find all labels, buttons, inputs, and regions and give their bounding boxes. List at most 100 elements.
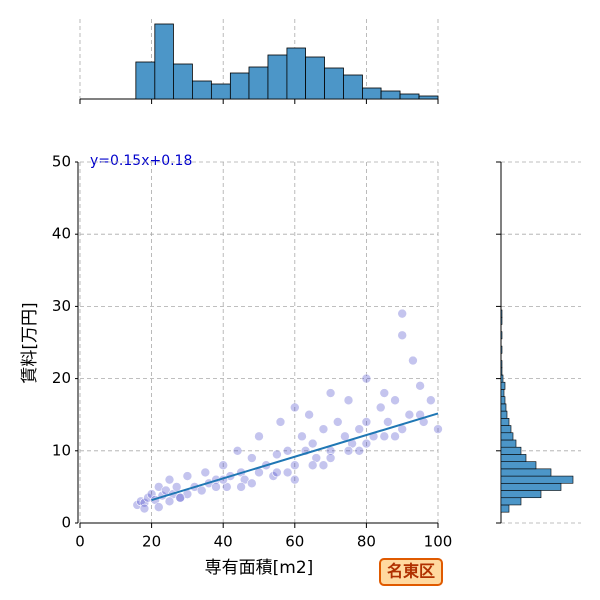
badge: 名東区 (387, 562, 435, 581)
point (236, 482, 246, 492)
bar (380, 90, 401, 100)
bar (135, 61, 156, 100)
point (146, 489, 157, 499)
annotation: y=0.15x+0.18 (90, 153, 192, 169)
point (139, 497, 150, 508)
point (282, 467, 293, 478)
bar (305, 56, 325, 100)
y-tick-label: 10 (52, 441, 71, 459)
point (218, 460, 228, 471)
bar (500, 316, 503, 325)
point (200, 467, 211, 478)
point (343, 445, 354, 456)
bar (500, 331, 503, 340)
x-tick-label: 0 (75, 533, 85, 551)
bar (154, 23, 174, 100)
bar (248, 66, 269, 100)
bar (229, 72, 250, 100)
point (268, 471, 279, 481)
point (325, 453, 336, 463)
y-tick-label: 40 (52, 225, 71, 243)
point (254, 431, 264, 442)
y-tick-label: 50 (52, 153, 71, 171)
point (282, 445, 293, 456)
point (375, 402, 386, 413)
bar (173, 63, 193, 100)
bar (399, 93, 420, 100)
y-axis-label: 賃料[万円] (20, 302, 40, 383)
x-tick-label: 100 (424, 533, 453, 551)
bar (500, 454, 527, 462)
bar (343, 74, 363, 100)
point (175, 492, 186, 503)
point (289, 402, 300, 413)
x-axis-label: 専有面積[m2] (205, 558, 314, 578)
y-tick-label: 0 (61, 514, 71, 532)
point (153, 502, 164, 512)
bar (500, 410, 508, 419)
bar (500, 461, 537, 470)
bar (500, 497, 522, 506)
point (289, 460, 300, 471)
point (379, 431, 390, 442)
bar (192, 80, 212, 100)
x-tick-label: 60 (285, 533, 304, 551)
bar (500, 504, 510, 513)
point (354, 445, 365, 456)
bar (267, 54, 288, 100)
bar (500, 446, 522, 455)
point (361, 438, 372, 449)
point (247, 478, 257, 489)
point (297, 431, 307, 442)
bar (500, 425, 512, 434)
point (164, 496, 175, 507)
point (332, 417, 343, 427)
point (275, 417, 286, 427)
bar (500, 389, 505, 397)
point (325, 388, 336, 398)
point (307, 460, 318, 471)
point (164, 474, 175, 485)
bar (500, 482, 562, 491)
bar (500, 418, 510, 426)
point (390, 431, 400, 442)
point (433, 424, 443, 434)
bar (500, 381, 506, 390)
point (196, 485, 207, 496)
bar (210, 83, 231, 100)
bar (500, 432, 514, 441)
point (211, 482, 221, 492)
point (383, 417, 393, 427)
x-tick-label: 40 (214, 533, 233, 551)
bar (500, 475, 574, 484)
bar (500, 374, 504, 383)
y-tick-label: 20 (52, 369, 71, 387)
point (361, 373, 372, 384)
point (247, 453, 257, 463)
point (390, 395, 400, 406)
point (318, 460, 329, 471)
point (272, 449, 282, 460)
point (361, 417, 372, 427)
point (171, 482, 182, 492)
bar (500, 468, 552, 477)
bar (324, 67, 344, 100)
point (354, 424, 365, 434)
point (307, 438, 318, 449)
point (272, 467, 282, 478)
bar (286, 47, 306, 100)
point (340, 431, 350, 442)
y-tick-label: 30 (52, 297, 71, 315)
point (408, 355, 418, 366)
point (397, 308, 408, 319)
regression-line (151, 412, 439, 501)
bar (500, 360, 503, 369)
point (182, 471, 193, 481)
point (426, 395, 436, 406)
point (289, 474, 300, 485)
x-tick-label: 20 (142, 533, 161, 551)
x-tick-label: 80 (357, 533, 376, 551)
bar (500, 345, 503, 354)
badge-box (379, 558, 443, 586)
